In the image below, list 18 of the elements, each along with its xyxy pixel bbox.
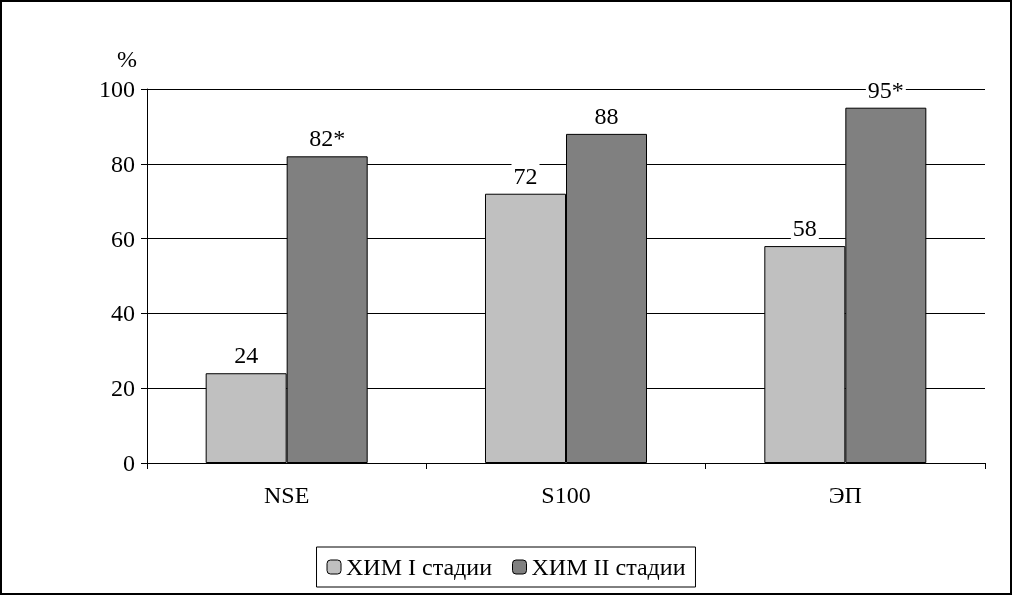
y-tick-label: 60 (111, 225, 135, 252)
legend-label: ХИМ I стадии (346, 554, 493, 580)
legend-label: ХИМ II стадии (531, 554, 686, 580)
y-tick-label: 100 (99, 76, 135, 102)
data-label: 24 (234, 342, 259, 369)
x-tick-label: NSE (263, 482, 310, 508)
data-label: 95* (867, 76, 904, 103)
y-axis-title: % (117, 46, 137, 72)
data-label: 58 (792, 215, 817, 242)
y-tick-label: 80 (111, 150, 135, 177)
y-tick-label: 40 (111, 300, 135, 327)
data-label: 88 (594, 102, 619, 129)
data-label: 72 (513, 162, 538, 189)
x-tick-label: ЭП (828, 482, 862, 508)
x-tick-label: S100 (541, 482, 591, 508)
data-label: 82* (309, 125, 346, 152)
y-tick-label: 0 (123, 450, 135, 476)
y-tick-label: 20 (111, 375, 135, 402)
